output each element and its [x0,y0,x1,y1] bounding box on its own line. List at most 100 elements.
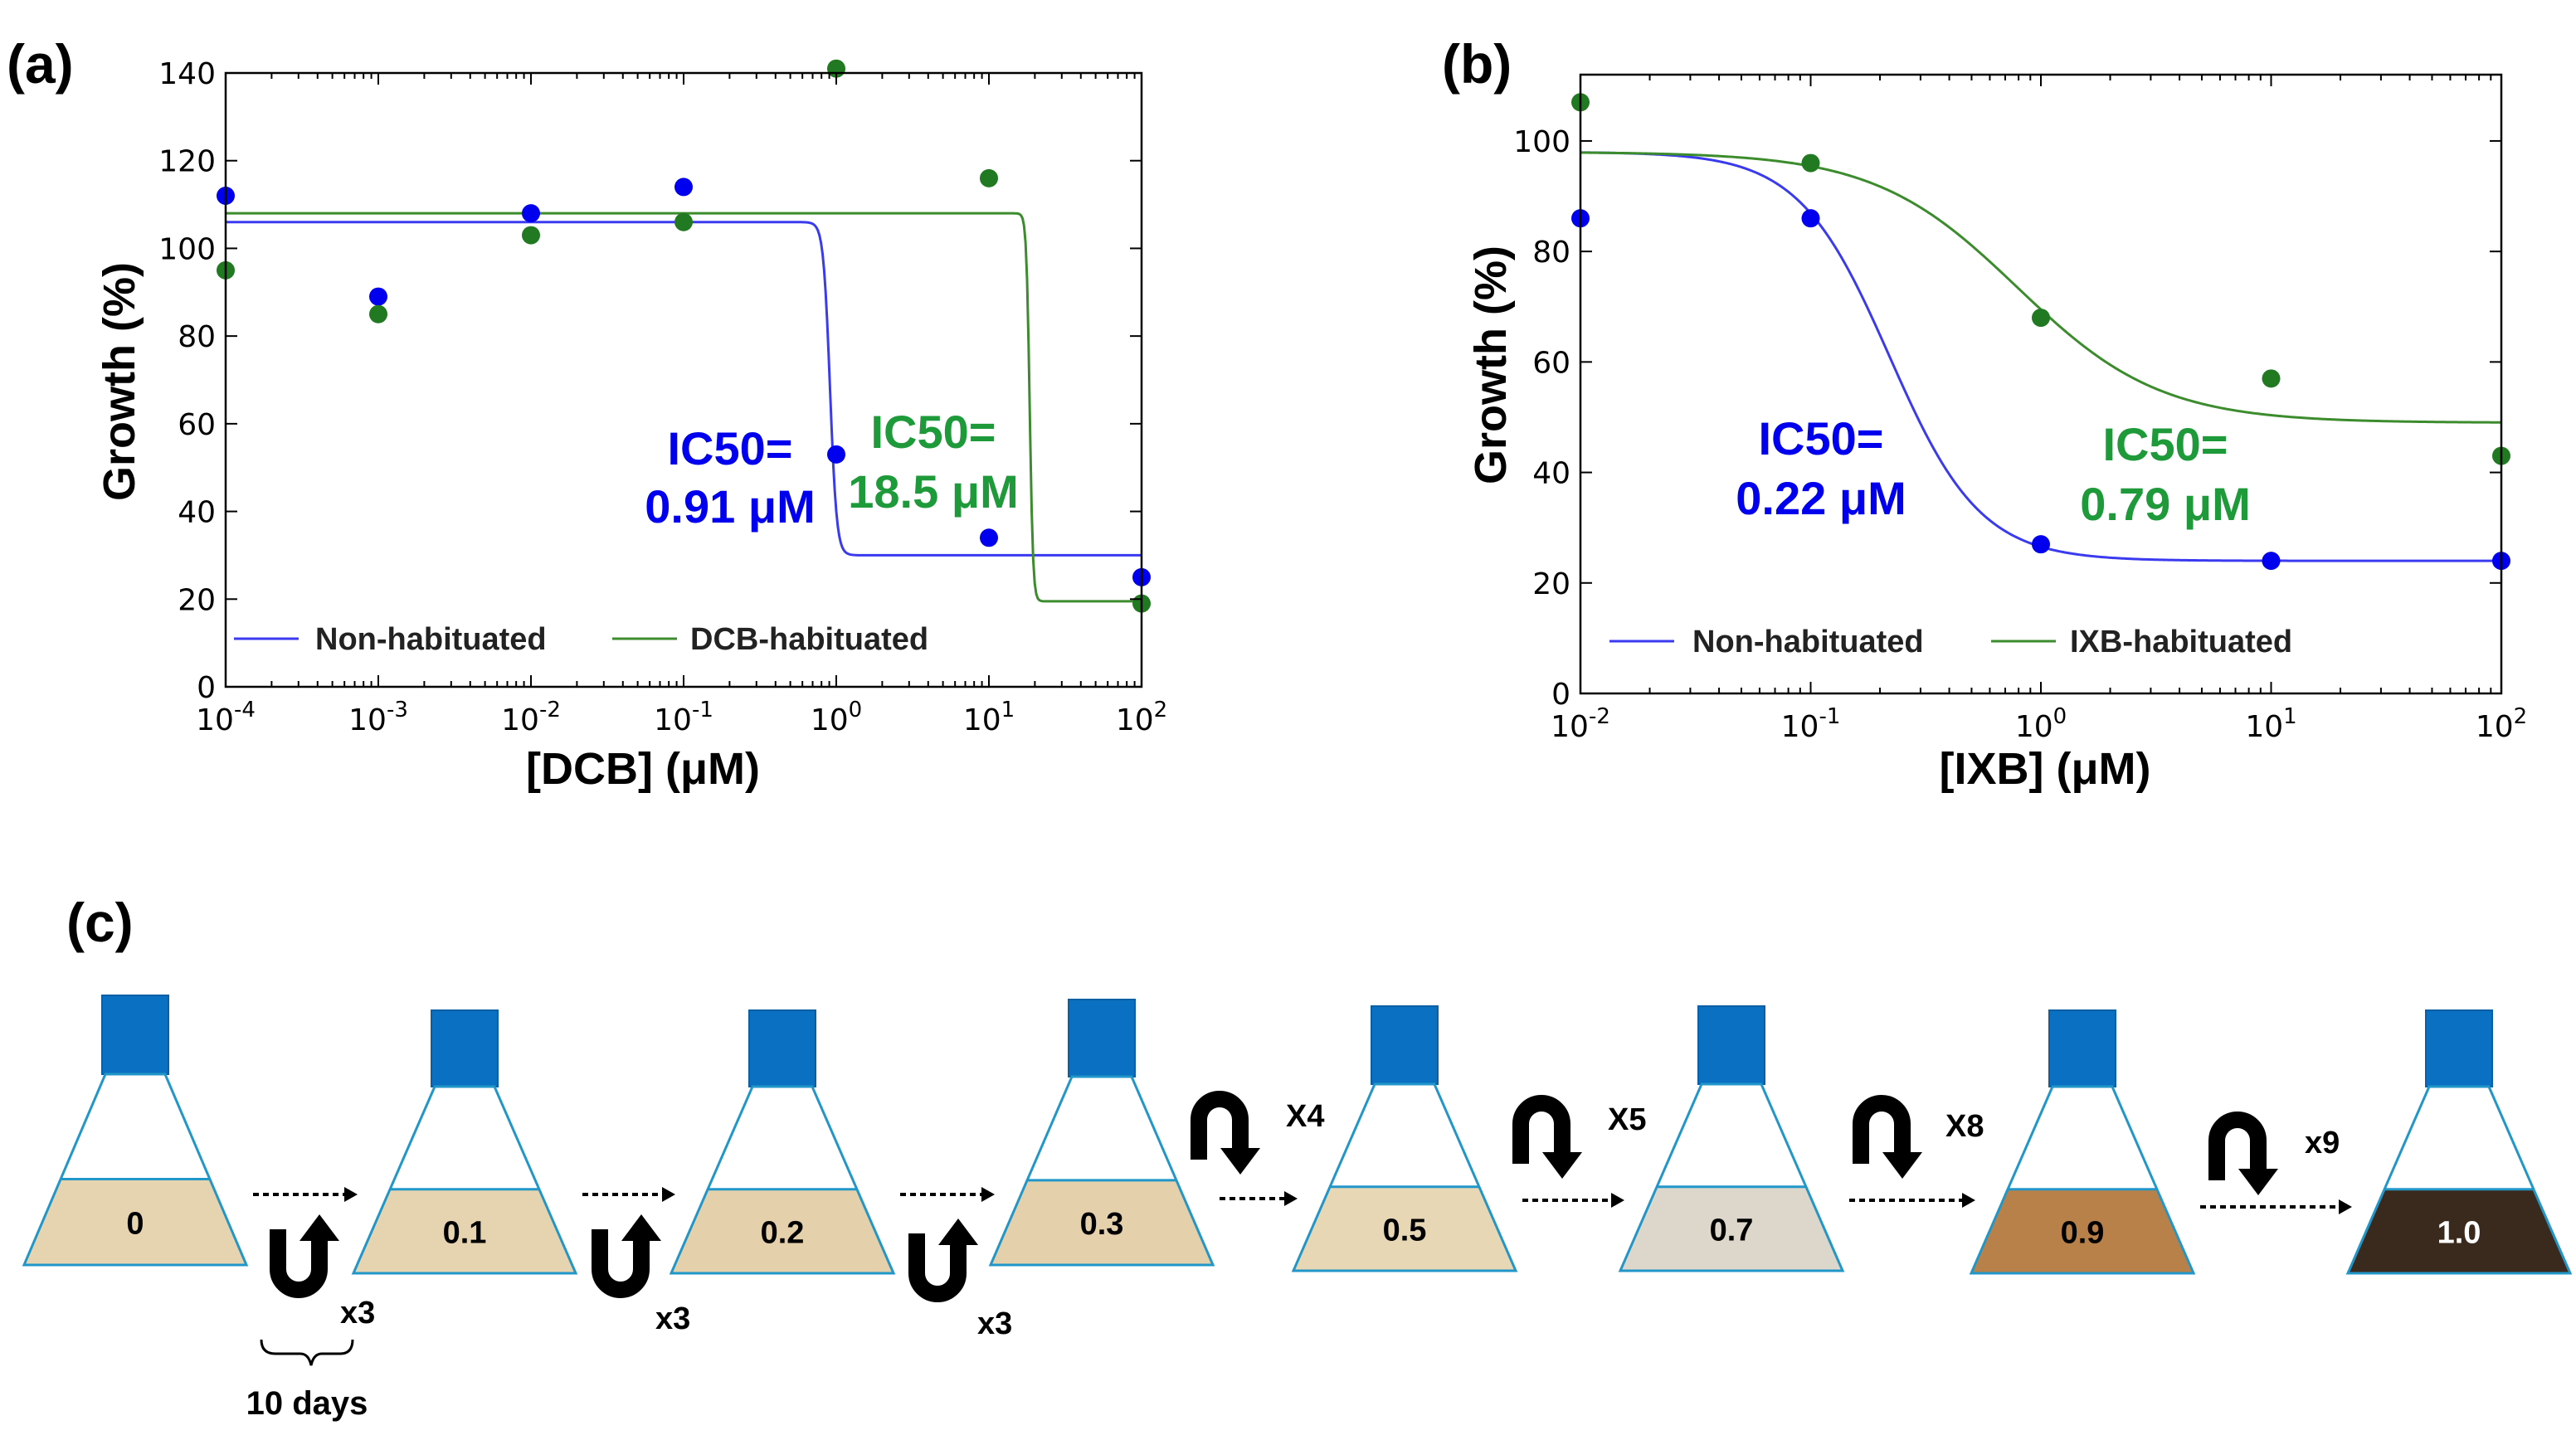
chart-a-point-non-habituated [827,445,845,464]
chart-b-y-tick-label: 40 [1532,457,1570,491]
flask-concentration-label: 0.5 [1383,1213,1427,1248]
cycle-loop-arrow [1191,1091,1249,1160]
cycle-loop-arrow [1853,1095,1911,1164]
flask-soil [353,1189,576,1273]
chart-a-y-tick-label: 20 [178,583,216,617]
chart-b-y-tick-label: 60 [1532,346,1570,380]
chart-a-y-tick-label: 100 [158,232,216,266]
chart-a-point-habituated [369,304,387,323]
chart-a-x-tick-label: 10-1 [654,698,713,737]
chart-a-plot-frame [224,71,1143,688]
duration-label: 10 days [246,1385,368,1422]
flask-soil [2348,1189,2570,1273]
chart-a-x-tick-label: 101 [963,698,1015,737]
chart-a-x-axis-label: [DCB] (μM) [526,744,760,794]
cycle-count-label: X4 [1286,1099,1324,1134]
chart-a-y-axis-label: Growth (%) [95,262,144,501]
dashed-arrow-head [1962,1193,1975,1208]
cycle-loop-arrow-head [938,1219,978,1245]
chart-b-legend-label-blue: Non-habituated [1692,625,1924,659]
flask-cap [101,995,169,1075]
chart-b-point-habituated [1801,153,1820,173]
chart-a-point-habituated [980,168,998,187]
chart-a-x-tick-label: 102 [1116,698,1167,737]
chart-b-fit-line-habituated [1580,151,2501,424]
flask-outline [1291,1082,1518,1272]
flask-outline [988,1075,1215,1267]
dashed-arrow-head [981,1187,995,1202]
cycle-loop-arrow-head [2238,1169,2278,1195]
cycle-loop-arrow [2208,1112,2267,1180]
chart-b-x-tick-label: 100 [2015,704,2067,744]
chart-b-ic50-blue-line1: IC50= [1759,412,1884,465]
chart-b-point-non-habituated [1801,209,1820,228]
chart-a-x-tick-label: 10-2 [501,698,561,737]
cycle-loop-arrow-head [1220,1148,1260,1175]
chart-a-legend-label-green: DCB-habituated [690,622,928,657]
dashed-arrow-head [1284,1191,1298,1206]
cycle-loop-arrow-head [621,1214,661,1241]
chart-a-y-tick-label: 80 [178,320,216,354]
panel-c-label: (c) [66,892,134,953]
flask-outline [1618,1082,1845,1272]
flask-soil [1971,1189,2194,1273]
cycle-loop-arrow [1512,1095,1570,1164]
chart-b-fit-line-non-habituated [1580,151,2501,562]
chart-a-point-non-habituated [369,287,387,306]
flask-concentration-label: 0.1 [443,1215,487,1250]
cycle-count-label: x9 [2305,1126,2340,1160]
flask-outline [1969,1085,2196,1275]
chart-b: 0 20 40 60 80 100 10-2 10-1 100 101 102 [1513,73,2527,744]
flask-cap [2048,1009,2116,1087]
cycle-loop-arrow-head [299,1214,339,1241]
chart-b-y-axis-label: Growth (%) [1466,246,1516,484]
flask-soil [24,1179,246,1265]
flask-cap [1697,1005,1765,1085]
flask-cap [1371,1005,1439,1085]
flask-outline [2345,1085,2573,1275]
chart-b-x-tick-label: 10-1 [1781,704,1841,744]
habituation-diagram: 0 0.1 0.2 0.3 0.5 0.7 0.9 1.0 x3 x3 x3 X4 X5 X8 x9 [22,995,2573,1341]
chart-b-legend-label-green: IXB-habituated [2070,625,2292,659]
flask-concentration-label: 0.2 [761,1215,805,1250]
chart-b-y-tick-label: 20 [1532,567,1570,601]
chart-a-x-tick-label: 100 [811,698,862,737]
flask-cap [748,1009,816,1087]
chart-a: 0 20 40 60 80 100 120 140 10-4 10-3 10-2 10-1 100 101… [158,57,1167,737]
panel-b-label: (b) [1442,33,1512,95]
flask-soil [1293,1186,1516,1271]
dashed-arrow-head [1611,1193,1624,1208]
chart-b-ic50-green-line2: 0.79 μM [2080,478,2250,530]
cycle-loop-arrow [908,1233,967,1302]
flask-soil [1620,1186,1843,1271]
flask-cap [2425,1009,2493,1087]
flask-concentration-label: 0.9 [2061,1215,2105,1250]
chart-b-plot-frame [1579,73,2503,695]
flask-concentration-label: 0 [126,1206,144,1241]
chart-b-x-tick-label: 101 [2245,704,2296,744]
flask-cap [431,1009,499,1087]
chart-a-fit-line-habituated [226,212,1142,603]
dashed-arrow-head [662,1187,675,1202]
chart-b-point-non-habituated [2262,552,2281,571]
chart-a-y-tick-label: 140 [158,57,216,91]
flask-concentration-label: 0.3 [1080,1207,1124,1242]
cycle-loop-arrow [270,1229,328,1298]
chart-a-ic50-blue-line1: IC50= [668,422,793,474]
flask-soil [991,1180,1213,1265]
cycle-loop-arrow [592,1229,650,1298]
flask-cap [1068,999,1136,1077]
chart-a-y-tick-label: 0 [197,671,216,705]
chart-a-x-tick-label: 10-4 [196,698,256,737]
chart-b-point-habituated [2262,369,2281,388]
flask-concentration-label: 1.0 [2437,1215,2481,1250]
flask-outline [351,1085,578,1275]
chart-a-y-tick-label: 60 [178,408,216,442]
cycle-count-label: X5 [1608,1102,1646,1137]
chart-b-x-axis-label: [IXB] (μM) [1940,744,2151,794]
chart-a-point-habituated [674,212,693,231]
flask-soil [671,1189,894,1273]
flask-outline [669,1085,896,1275]
chart-a-legend-label-blue: Non-habituated [315,622,547,657]
